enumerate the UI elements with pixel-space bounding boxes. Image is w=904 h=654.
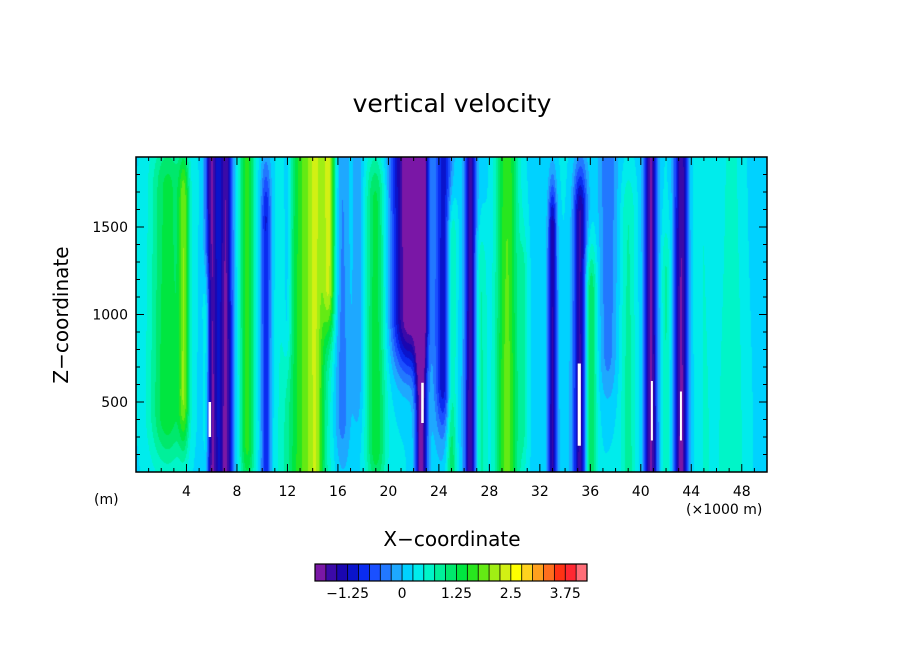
colorbar-swatch-3 [347,564,359,581]
colorbar-swatch-13 [456,564,468,581]
colorbar-swatch-20 [532,564,544,581]
colorbar-swatch-6 [380,564,392,581]
x-tick-label-4: 4 [182,484,191,500]
undefined-region-0 [208,402,212,437]
colorbar-swatch-19 [521,564,533,581]
x-tick-label-20: 20 [379,484,397,500]
x-tick-label-32: 32 [531,484,549,500]
colorbar-swatch-16 [489,564,501,581]
colorbar-swatch-22 [554,564,566,581]
x-tick-label-44: 44 [682,484,700,500]
undefined-region-1 [421,382,424,423]
y-axis-label: Z−coordinate [49,246,73,383]
x-axis-label: X−coordinate [383,527,520,551]
colorbar: −1.25 0 1.25 2.5 3.75 [314,563,588,602]
colorbar-swatch-12 [445,564,457,581]
y-unit-label: (m) [94,492,119,508]
x-tick-label-8: 8 [232,484,241,500]
colorbar-swatch-23 [565,564,577,581]
colorbar-swatch-1 [325,564,338,581]
undefined-region-3 [650,381,653,441]
x-axis: 4 8 12 16 20 24 28 32 36 40 44 48 [148,157,755,500]
chart-title: vertical velocity [353,89,552,118]
colorbar-swatch-4 [358,564,370,581]
y-axis: 500 1000 1500 [92,174,767,455]
colorbar-swatch-5 [369,564,381,581]
colorbar-frame [314,563,588,582]
colorbar-swatch-7 [391,564,403,581]
colorbar-swatch-21 [543,564,555,581]
colorbar-swatch-17 [499,564,512,581]
colorbar-swatch-8 [402,564,414,581]
colorbar-swatch-9 [412,564,425,581]
colorbar-swatch-18 [510,564,523,581]
y-tick-label-1500: 1500 [92,220,128,236]
y-tick-label-1000: 1000 [92,308,128,324]
colorbar-tick-label-4: 3.75 [550,586,581,602]
colorbar-swatch-24 [576,564,588,581]
colorbar-tick-label-2: 1.25 [441,586,472,602]
colorbar-swatch-0 [315,564,327,581]
colorbar-tick-label-0: −1.25 [326,586,369,602]
colorbar-tick-label-1: 0 [398,586,407,602]
x-tick-label-16: 16 [329,484,347,500]
heatmap-field [136,157,767,472]
undefined-regions [208,363,682,446]
y-tick-label-500: 500 [101,395,128,411]
colorbar-swatch-10 [423,564,436,581]
x-tick-label-40: 40 [632,484,650,500]
colorbar-swatch-2 [336,564,349,581]
x-tick-label-24: 24 [430,484,448,500]
x-tick-label-12: 12 [279,484,297,500]
x-unit-label: (×1000 m) [686,502,762,518]
undefined-region-4 [679,391,682,441]
undefined-region-2 [577,363,581,446]
colorbar-swatch-14 [467,564,479,581]
colorbar-tick-label-3: 2.5 [500,586,522,602]
x-tick-label-48: 48 [733,484,751,500]
x-tick-label-28: 28 [480,484,498,500]
colorbar-swatch-15 [478,564,490,581]
colorbar-swatch-11 [434,564,446,581]
x-tick-label-36: 36 [581,484,599,500]
